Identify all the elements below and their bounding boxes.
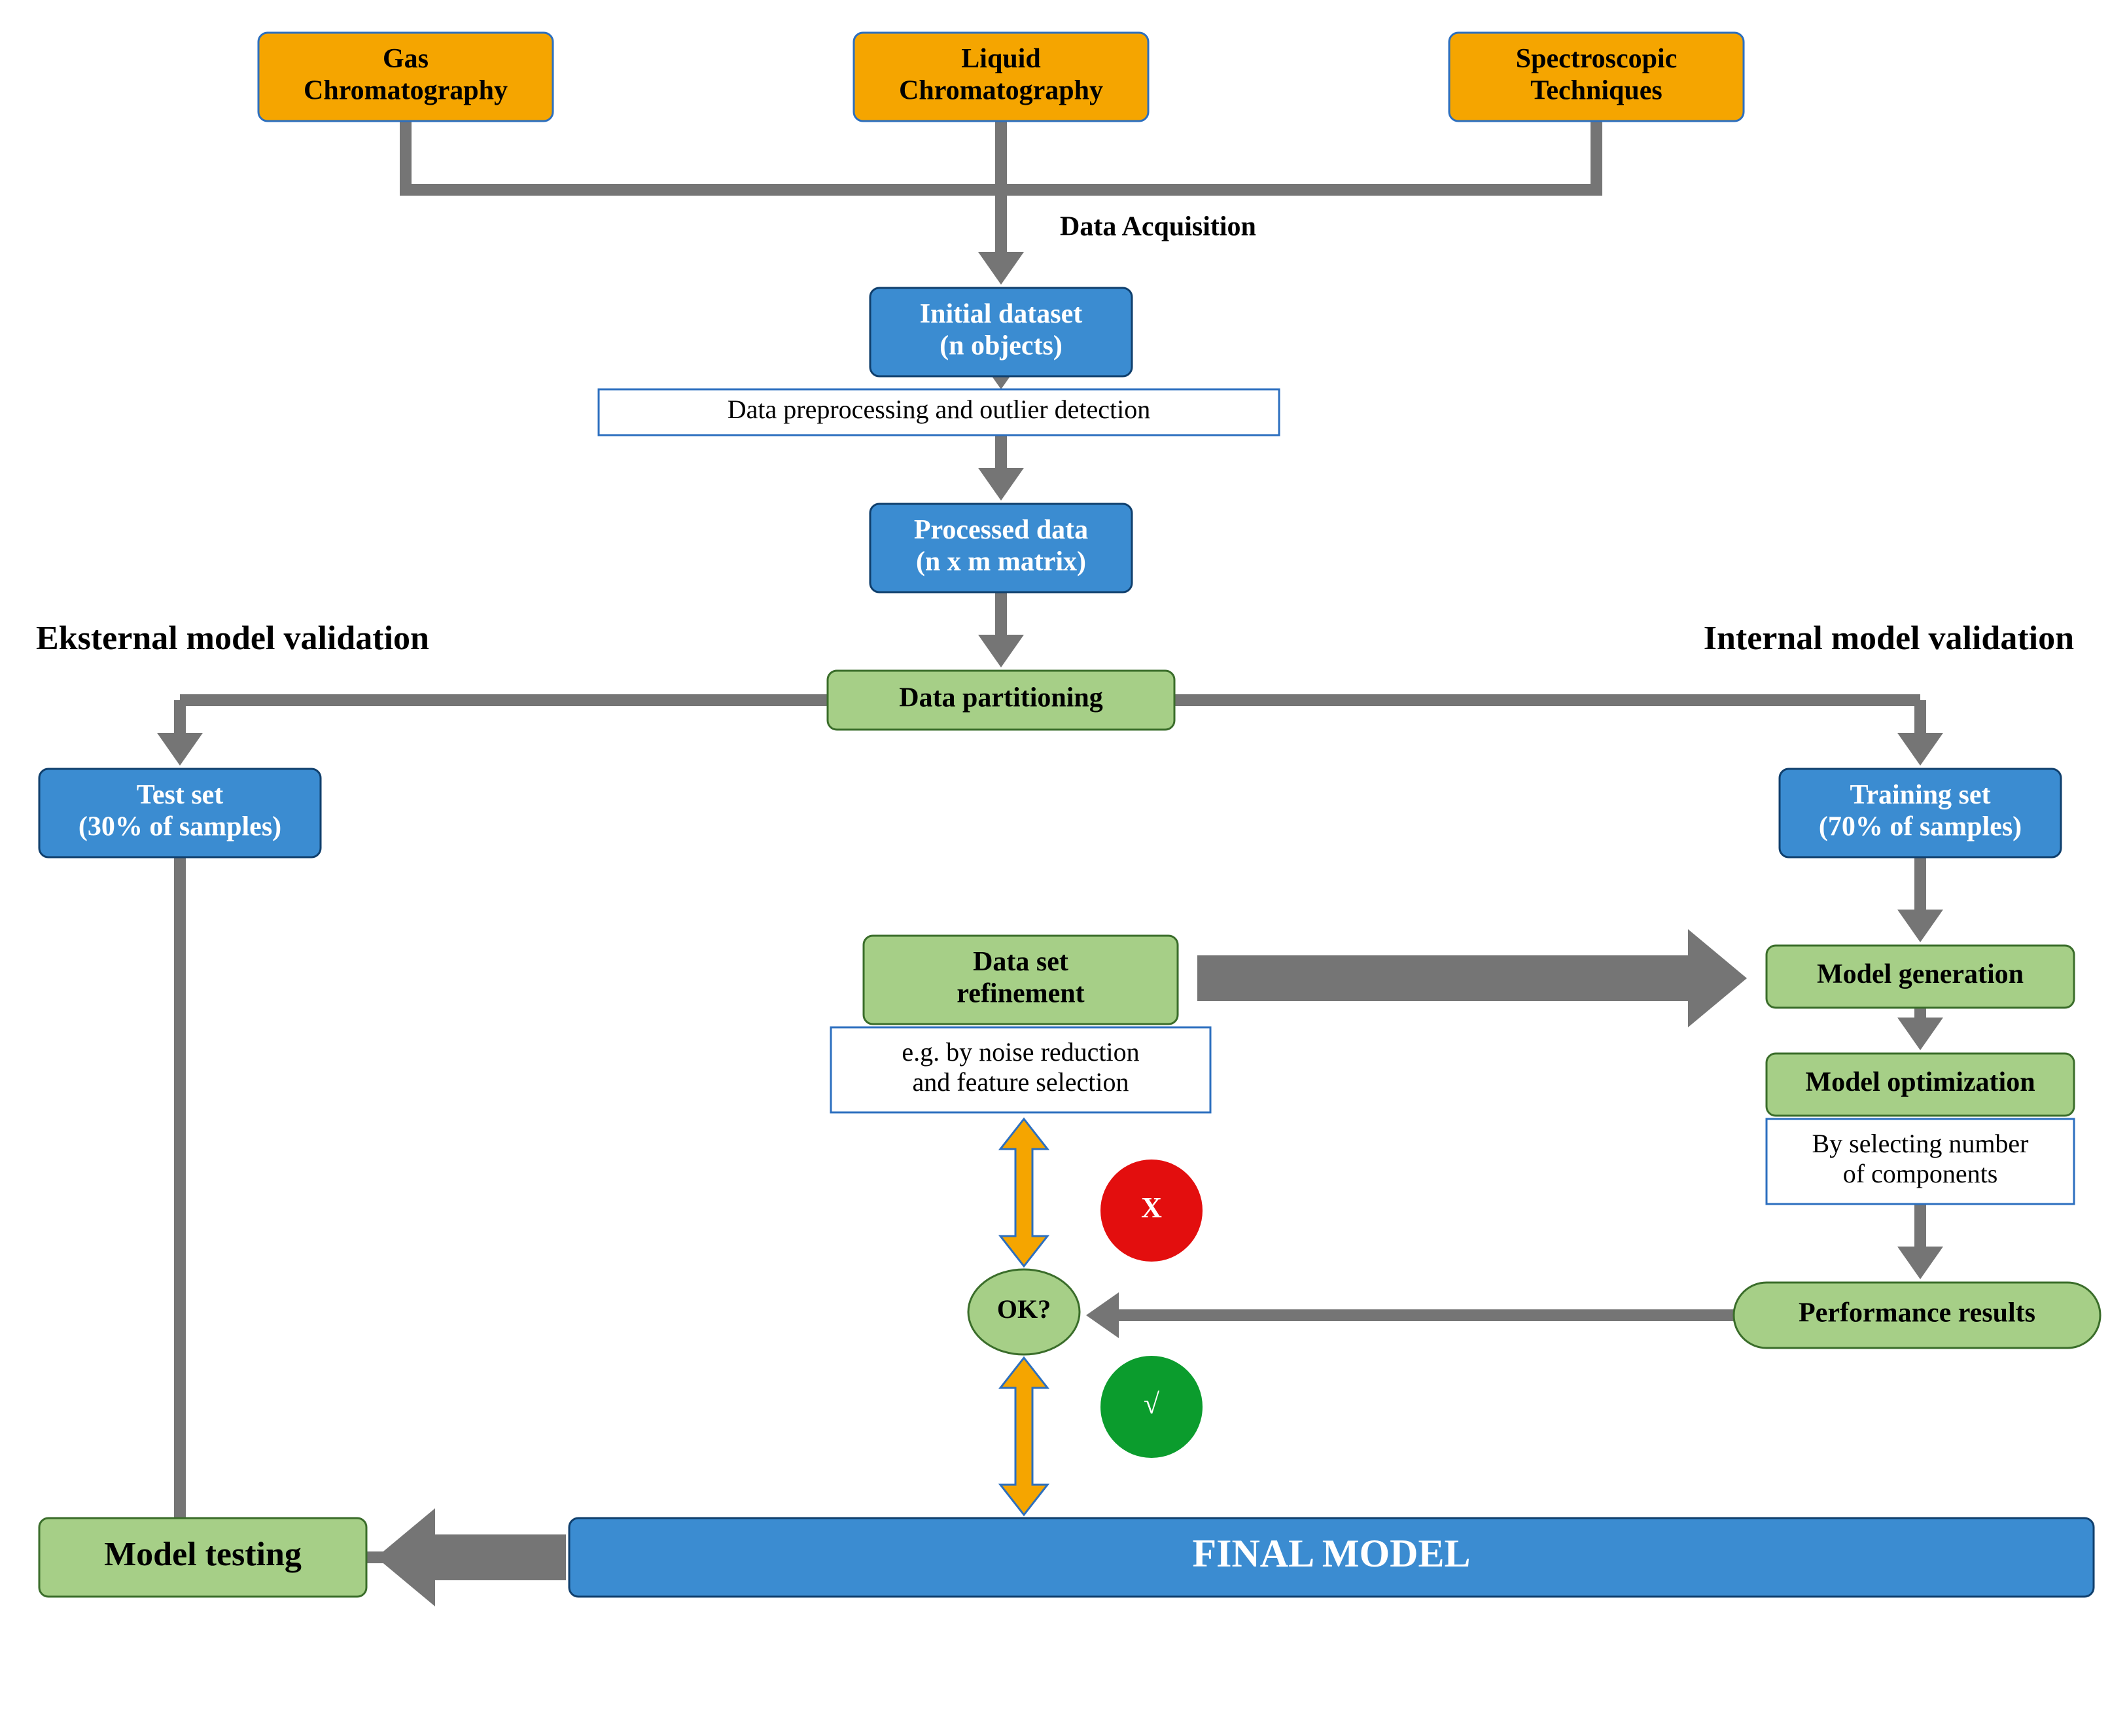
decision-ok-label: OK? [997, 1294, 1051, 1324]
node-gas-line-0: Gas [383, 44, 429, 74]
label-data-acquisition: Data Acquisition [1060, 212, 1256, 242]
node-modelgen-line-0: Model generation [1817, 959, 2024, 989]
node-trainset-line-0: Training set [1850, 780, 1990, 810]
node-partition-line-0: Data partitioning [899, 683, 1103, 713]
node-refine_note-line-0: e.g. by noise reduction [902, 1037, 1139, 1067]
node-liquid-line-1: Chromatography [899, 75, 1103, 105]
node-opt_note-line-1: of components [1843, 1159, 1998, 1188]
node-perf-line-0: Performance results [1799, 1298, 2035, 1328]
node-spectro-line-1: Techniques [1530, 75, 1662, 105]
node-opt_note-line-0: By selecting number [1812, 1129, 2028, 1158]
node-testset-line-1: (30% of samples) [79, 811, 281, 841]
node-initial-line-0: Initial dataset [920, 299, 1083, 329]
node-refine-line-0: Data set [973, 947, 1068, 977]
node-refine_note-line-1: and feature selection [913, 1067, 1129, 1097]
node-final-line-0: FINAL MODEL [1192, 1532, 1470, 1575]
node-processed-line-0: Processed data [914, 515, 1088, 545]
node-refine-line-1: refinement [957, 978, 1084, 1008]
node-modelopt-line-0: Model optimization [1805, 1067, 2035, 1097]
node-trainset-line-1: (70% of samples) [1819, 811, 2022, 841]
nodes-layer [39, 33, 2100, 1597]
node-spectro-line-0: Spectroscopic [1516, 44, 1678, 74]
node-gas-line-1: Chromatography [304, 75, 508, 105]
marker-no-glyph: X [1141, 1192, 1162, 1224]
node-processed-line-1: (n x m matrix) [916, 546, 1086, 576]
node-initial-line-1: (n objects) [940, 330, 1063, 361]
node-liquid-line-0: Liquid [961, 44, 1040, 74]
decision-ok: OK? X √ [968, 1160, 1203, 1458]
heading-internal: Internal model validation [1704, 620, 2074, 657]
heading-external: Eksternal model validation [36, 620, 429, 657]
node-testing-line-0: Model testing [104, 1536, 302, 1573]
marker-yes-glyph: √ [1144, 1388, 1160, 1420]
node-testset-line-0: Test set [137, 780, 224, 810]
node-preproc-line-0: Data preprocessing and outlier detection [728, 395, 1150, 424]
